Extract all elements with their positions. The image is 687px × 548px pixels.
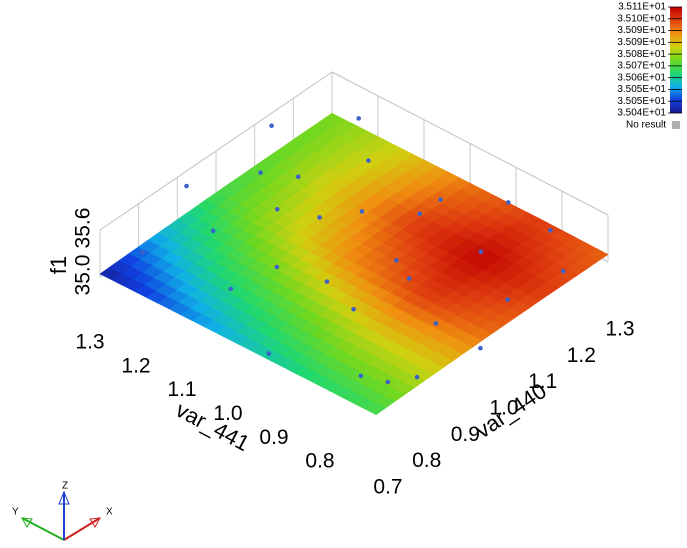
y-tick-label: 0.9 xyxy=(259,426,288,449)
sample-point xyxy=(274,206,280,212)
sample-point xyxy=(228,286,233,292)
sample-point xyxy=(433,321,439,326)
sample-point xyxy=(358,373,364,379)
triad-z-head xyxy=(58,490,70,505)
sample-point xyxy=(356,116,361,121)
sample-point xyxy=(210,228,216,234)
sample-point xyxy=(417,211,423,217)
triad-y xyxy=(21,517,65,541)
colorbar-label: 3.507E+01 xyxy=(617,61,666,72)
x-tick-label: 1.3 xyxy=(605,318,634,341)
z-tick-label: 35.0 xyxy=(72,255,95,296)
y-tick-label: 1.3 xyxy=(75,331,104,354)
colorbar-label: 3.505E+01 xyxy=(617,84,666,95)
x-tick-label: 0.7 xyxy=(373,476,402,499)
triad-z-label: Z xyxy=(62,481,68,492)
sample-point xyxy=(414,374,420,380)
no-result-label: No result xyxy=(626,120,666,131)
colorbar-label: 3.508E+01 xyxy=(617,49,666,60)
triad-y-label: Y xyxy=(12,507,19,518)
sample-point xyxy=(140,249,145,255)
sample-point xyxy=(351,306,356,312)
colorbar-label: 3.510E+01 xyxy=(617,13,666,24)
sample-point xyxy=(258,170,263,175)
colorbar-label: 3.506E+01 xyxy=(617,72,666,83)
x-tick-label: 1.1 xyxy=(528,370,557,393)
no-result-swatch xyxy=(672,121,680,129)
x-tick-label: 0.9 xyxy=(451,423,480,446)
colorbar-label: 3.509E+01 xyxy=(617,25,666,36)
sample-point xyxy=(317,215,322,220)
x-axis-title: var_440 xyxy=(471,378,551,443)
grid-line xyxy=(331,71,609,216)
triad: X Y Z xyxy=(12,481,113,541)
x-tick-label: 1.0 xyxy=(489,397,518,420)
sample-point xyxy=(478,249,484,254)
x-tick-label: 0.8 xyxy=(412,449,441,472)
sample-point xyxy=(505,200,511,205)
y-tick-label: 1.0 xyxy=(213,402,242,425)
triad-x xyxy=(63,517,101,541)
surface-patch xyxy=(321,112,345,127)
sample-point xyxy=(438,197,443,202)
sample-point xyxy=(274,264,280,270)
sample-point xyxy=(324,279,330,284)
sample-point xyxy=(295,174,301,180)
y-tick-label: 1.2 xyxy=(121,354,150,377)
y-tick-label: 1.1 xyxy=(167,378,196,401)
sample-point xyxy=(184,183,189,189)
sample-point xyxy=(366,158,371,163)
sample-point xyxy=(560,268,566,274)
x-tick-label: 1.2 xyxy=(567,344,596,367)
y-tick-label: 0.8 xyxy=(305,450,334,473)
colorbar xyxy=(670,7,682,113)
surface xyxy=(99,112,609,416)
sample-point xyxy=(269,123,274,129)
colorbar-label: 3.509E+01 xyxy=(617,37,666,48)
z-axis-title: f1 xyxy=(46,256,71,274)
triad-y-head xyxy=(21,517,33,528)
sample-point xyxy=(394,258,399,263)
z-tick-label: 35.6 xyxy=(72,208,95,249)
colorbar-label: 3.505E+01 xyxy=(617,96,666,107)
grid-line xyxy=(99,71,333,231)
sample-point xyxy=(359,209,365,214)
sample-point xyxy=(505,297,510,302)
colorbar-label: 3.504E+01 xyxy=(617,108,666,119)
sample-point xyxy=(266,351,272,356)
sample-point xyxy=(406,276,412,281)
sample-point xyxy=(478,345,483,351)
triad-x-head xyxy=(89,517,101,528)
colorbar-label: 3.511E+01 xyxy=(618,2,666,13)
sample-point xyxy=(548,228,553,233)
sample-point xyxy=(385,379,391,385)
triad-x-label: X xyxy=(106,507,113,518)
